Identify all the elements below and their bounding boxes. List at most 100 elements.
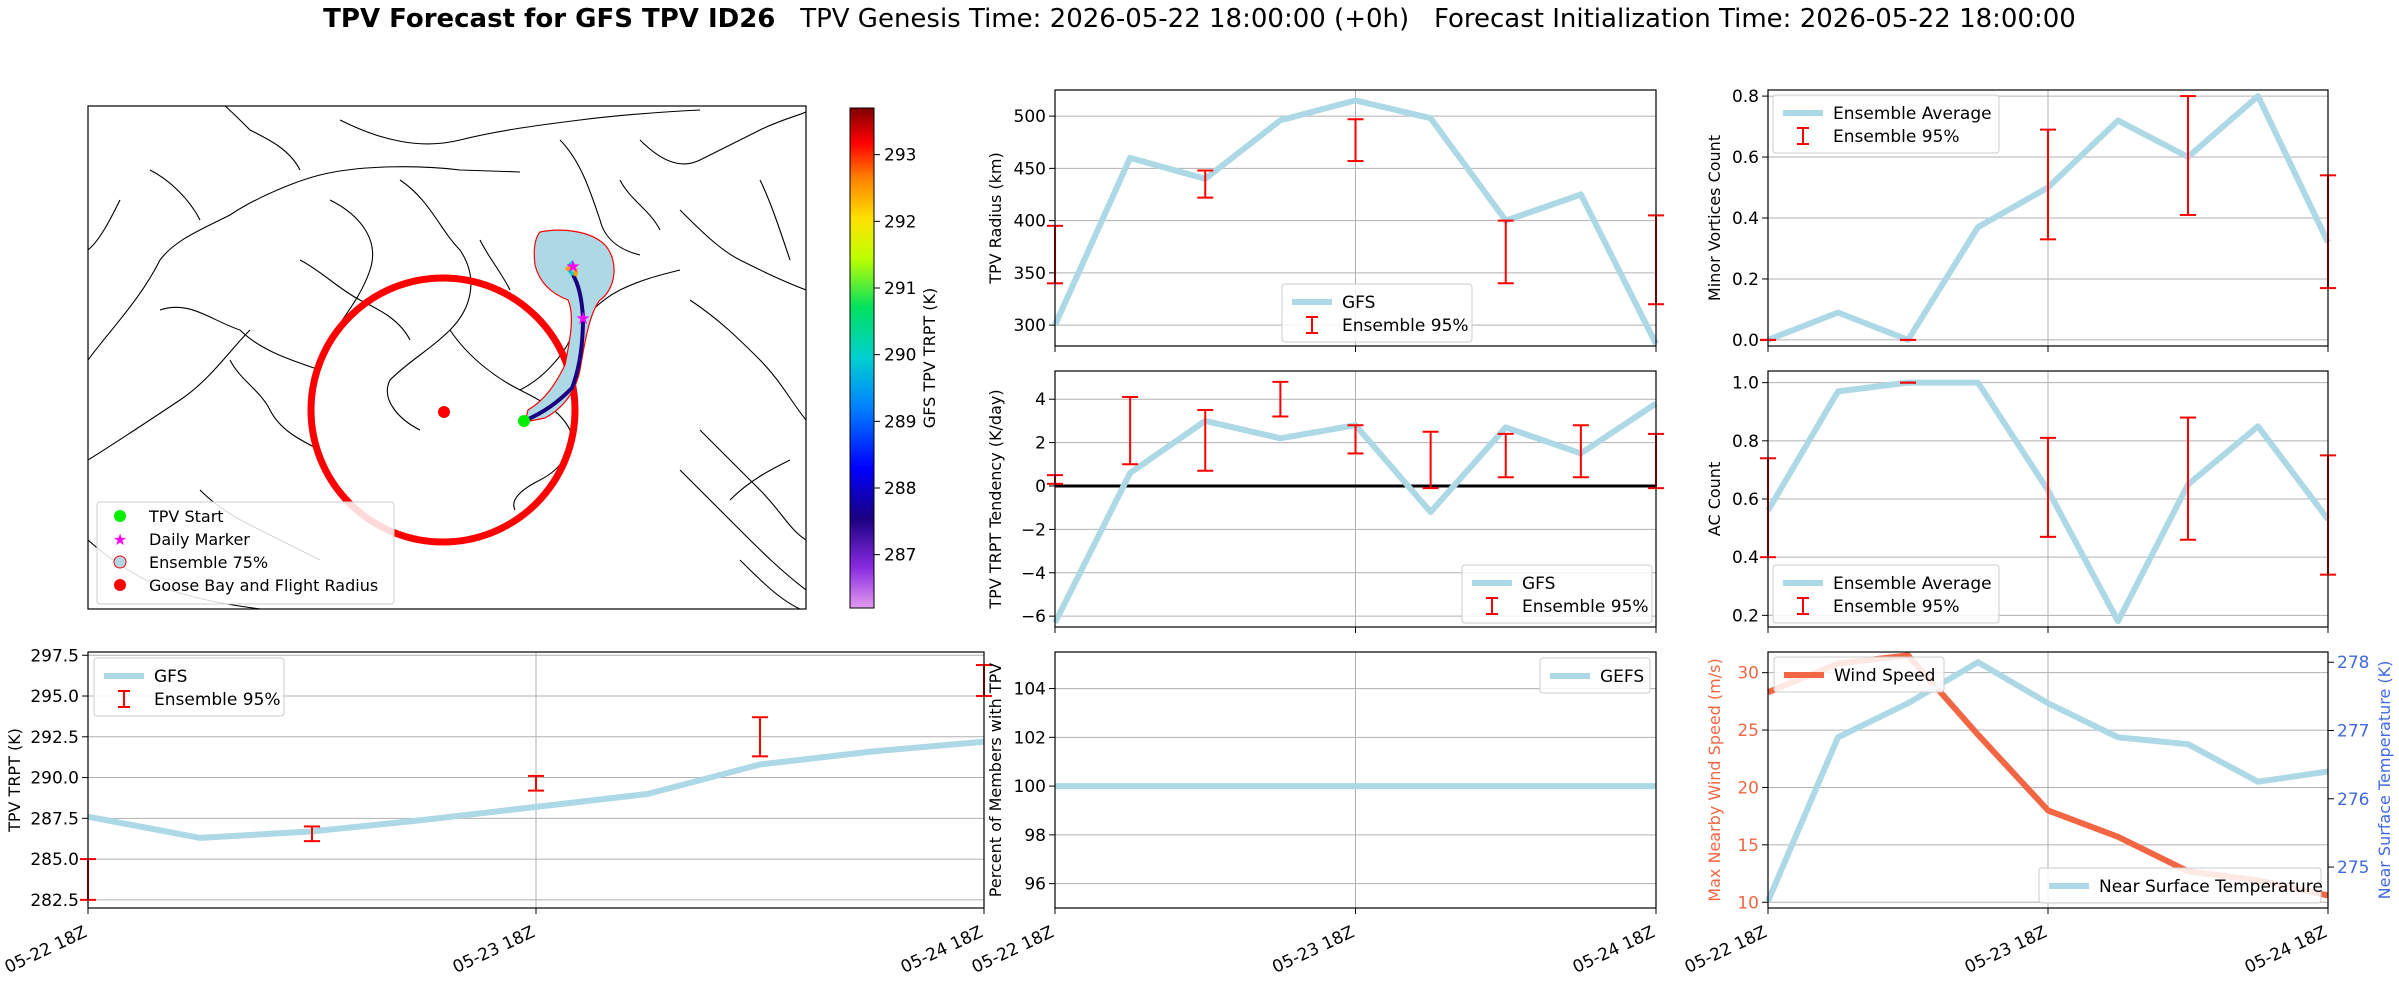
y-axis-label: Minor Vortices Count [1705,135,1724,301]
legend-box [93,657,285,717]
legend-start-icon [114,510,126,522]
y-tick-label: 0.8 [1732,87,1759,107]
y2-axis-label: Near Surface Temperature (K) [2375,661,2394,900]
panel-wind: 30 25 20 15 10 05-22 18Z 05-23 18Z 05-24 18Z 278… [1682,651,2394,978]
legend-label: Ensemble 95% [1833,127,1960,147]
legend-label: Ensemble 95% [1342,316,1469,336]
y-tick-label: 4 [1035,390,1046,410]
y-tick-label: 20 [1737,778,1759,798]
legend-box [1773,656,1945,693]
y-axis-label: TPV Radius (km) [986,152,1005,285]
series-line-gfs [1052,97,1659,346]
legend-label: Near Surface Temperature [2099,877,2323,897]
y-axis-label: Percent of Members with TPV [986,663,1005,897]
y-tick-label: 350 [1014,264,1046,284]
legend-label: GFS [154,667,187,687]
panel-ac: 1.0 0.8 0.6 0.4 0.2 AC Count Ensemble Average E… [1705,370,2336,633]
y-tick-label: 290.0 [30,769,79,789]
plot-frame [1054,89,1657,347]
y-tick-label: 25 [1737,721,1759,741]
y-tick-label: 10 [1737,893,1759,913]
x-tick-label: 05-23 18Z [1962,922,2050,977]
y-tick-label: 102 [1014,728,1046,748]
y-tick-label: 282.5 [30,891,79,911]
colorbar [849,107,875,609]
x-tick-label: 05-22 18Z [2,922,90,977]
y2-tick-label: 278 [2337,653,2369,673]
legend-label: Ensemble 95% [1522,597,1649,617]
legend-box [1461,564,1653,624]
map-panel: ★ ★ TPV Start ★ Daily Marker Ensemble 75… [87,105,939,610]
goose-bay-marker [438,406,450,418]
flight-radius-circle [307,274,579,546]
y-tick-label: 0.0 [1732,331,1759,351]
x-tick-label: 05-24 18Z [1570,922,1658,977]
legend-label: Ensemble 95% [154,690,281,710]
legend-ens-icon [113,555,127,569]
x-tick-label: 05-23 18Z [1269,922,1357,977]
y-tick-label: 0.2 [1732,270,1759,290]
title-bold: TPV Forecast for GFS TPV ID26 [323,4,776,34]
daily-marker: ★ [575,309,590,329]
legend-box [1772,94,2000,154]
series-line-gfs [87,738,985,841]
y-tick-label: 30 [1737,664,1759,684]
y-tick-label: 0 [1035,477,1046,497]
y-tick-label: 287.5 [30,809,79,829]
legend-goose-icon [114,579,126,591]
colorbar-tick-label: 293 [884,146,916,166]
legend-label: Ensemble Average [1833,104,1992,124]
y-axis-label: TPV TRPT (K) [5,728,24,833]
y2-tick-label: 275 [2337,858,2369,878]
legend-label: Ensemble 95% [1833,597,1960,617]
legend-star-icon: ★ [113,530,127,549]
legend-label: Ensemble Average [1833,574,1992,594]
figure-title: TPV Forecast for GFS TPV ID26 TPV Genesi… [0,4,2399,34]
y-tick-label: 1.0 [1732,374,1759,394]
legend-label: GFS [1522,574,1555,594]
panel-minor: 0.8 0.6 0.4 0.2 0.0 Minor Vortices Count Ensem… [1705,87,2336,352]
y2-tick-label: 276 [2337,790,2369,810]
title-genesis: TPV Genesis Time: 2026-05-22 18:00:00 (+… [800,4,1410,34]
y-tick-label: 450 [1014,159,1046,179]
x-tick-label: 05-24 18Z [2242,922,2330,977]
x-tick-label: 05-22 18Z [1682,922,1770,977]
plot-frame [87,651,985,909]
y-axis-label: TPV TRPT Tendency (K/day) [986,389,1005,609]
x-tick-label: 05-22 18Z [969,922,1057,977]
colorbar-tick-label: 290 [884,346,916,366]
title-init: Forecast Initialization Time: 2026-05-22… [1433,4,2076,34]
tpv-track-end [564,265,578,277]
colorbar-tick-label: 291 [884,279,916,299]
y-tick-label: 2 [1035,434,1046,454]
panel-radius: 300 350 400 450 500 TPV Radius (km) GFS Ensembl… [986,89,1664,352]
legend-box [1281,283,1473,343]
tpv-start-marker [518,415,530,427]
y-tick-label: 295.0 [30,687,79,707]
y-tick-label: 0.4 [1732,209,1759,229]
y-tick-label: 0.4 [1732,548,1759,568]
y-tick-label: 297.5 [30,646,79,666]
map-legend-daily: Daily Marker [149,530,250,549]
y-tick-label: −2 [1021,520,1046,540]
y-tick-label: 500 [1014,107,1046,127]
tpv-track [523,273,586,423]
legend-label: GEFS [1600,667,1644,687]
colorbar-label: GFS TPV TRPT (K) [920,288,939,428]
y-tick-label: 96 [1024,875,1046,895]
map-legend-goose: Goose Bay and Flight Radius [149,576,378,595]
legend-box [2038,867,2322,904]
colorbar-ticks: 293 292 291 290 289 288 287 [874,146,916,566]
y-tick-label: 104 [1014,680,1046,700]
colorbar-tick-label: 287 [884,546,916,566]
y-tick-label: 292.5 [30,728,79,748]
map-legend: TPV Start ★ Daily Marker Ensemble 75% Go… [96,501,395,605]
map-legend-start: TPV Start [148,507,224,526]
y-tick-label: 0.6 [1732,148,1759,168]
map-legend-ens: Ensemble 75% [149,553,268,572]
panel-tendency: 4 2 0 −2 −4 −6 TPV TRPT Tendency (K/day) GFS Ens… [986,370,1664,633]
y2-tick-label: 277 [2337,722,2369,742]
legend-label: GFS [1342,293,1375,313]
plot-frame [1054,370,1657,628]
legend-box [1772,564,2000,624]
